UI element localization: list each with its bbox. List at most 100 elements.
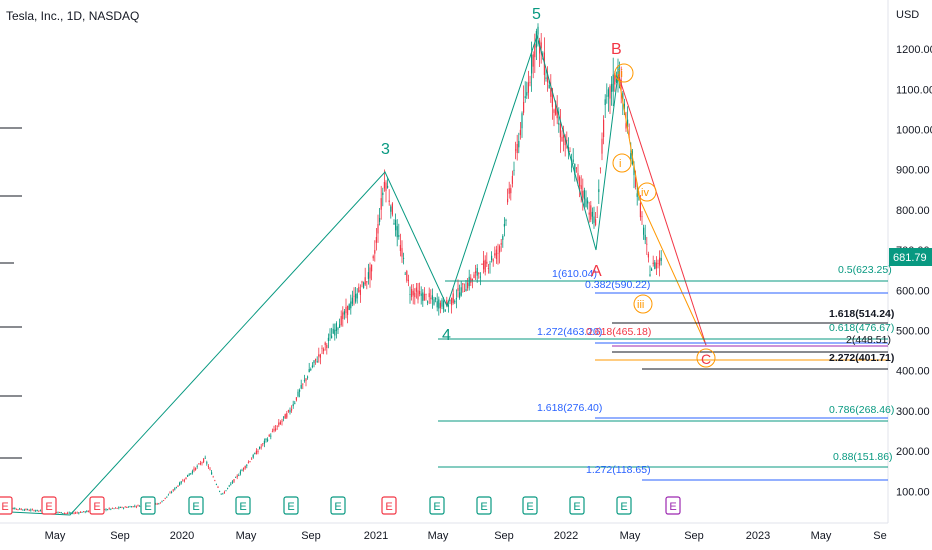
earnings-marker[interactable]: E [89,496,105,515]
candle-body [275,428,277,431]
candle-body [238,475,240,477]
fib-label-0786: 0.786(268.46) [829,404,894,416]
candle-body [12,508,14,510]
candle-body [627,119,629,127]
wave-labels: 3 4 5 A B C ii i iv iii [381,6,716,368]
candle-body [515,149,517,151]
candle-body [558,122,560,125]
current-price-badge: 681.79 [889,248,932,266]
candle-body [534,43,536,58]
candle-body [254,453,256,454]
candle-body [617,65,619,76]
candle-body [550,87,552,97]
time-tick: 2022 [554,530,578,542]
wave-label-iv-circle: iv [637,182,657,202]
candle-body [233,479,235,482]
candle-body [574,163,576,175]
fib-label-2: 2(448.51) [846,334,891,346]
candle-body [644,234,646,241]
candle-body [519,129,521,136]
candle-body [303,380,305,382]
candle-body [569,151,571,153]
candle-body [155,503,157,505]
fib-label-088: 0.88(151.86) [833,451,893,463]
candle-body [339,324,341,328]
candle-body [428,293,430,298]
candle-body [187,474,189,477]
candle-body [316,361,318,363]
earnings-marker[interactable]: E [41,496,57,515]
candle-body [625,123,627,129]
candle-body [559,123,561,138]
earnings-marker[interactable]: E [429,496,445,515]
candle-body [654,262,656,269]
candle-body [404,273,406,275]
candle-body [279,422,281,425]
candle-body [83,511,85,512]
earnings-marker[interactable]: E [140,496,156,515]
price-axis: USD 1200.001100.001000.00900.00800.00700… [896,9,932,498]
candle-body [577,173,579,181]
candle-body [422,292,424,301]
earnings-marker-label: E [1,501,8,513]
candle-body [556,108,558,119]
candle-body [129,506,131,508]
candle-body [347,305,349,315]
candle-body [209,468,211,470]
impulse-wave-line [9,34,619,516]
candle-body [62,513,64,514]
candle-body [299,390,301,392]
price-tick: 1200.00 [896,44,932,56]
candle-body [329,334,331,336]
candle-body [475,271,477,274]
candle-body [659,257,661,266]
candle-body [79,511,81,513]
candle-body [396,226,398,238]
candle-body [219,490,221,492]
candle-body [435,298,437,300]
candle-body [641,215,643,217]
candle-body [326,344,328,348]
candle-body [286,413,288,418]
candle-body [204,457,206,459]
earnings-marker[interactable]: E [330,496,346,515]
candle-body [622,93,624,100]
earnings-marker[interactable]: E [616,496,632,515]
svg-text:iii: iii [637,299,644,311]
svg-text:i: i [619,158,621,170]
candle-body [127,506,129,508]
candle-body [111,507,113,509]
candle-body [356,293,358,299]
earnings-marker[interactable]: E [665,496,681,515]
candle-body [540,42,542,49]
candle-body [639,203,641,218]
candle-body [212,476,214,478]
earnings-marker[interactable]: E [188,496,204,515]
earnings-marker[interactable]: E [522,496,538,515]
earnings-marker[interactable]: E [283,496,299,515]
earnings-marker[interactable]: E [381,496,397,515]
candle-body [276,425,278,427]
candle-body [596,217,598,218]
candle-body [206,462,208,464]
candle-body [247,462,249,464]
earnings-marker[interactable]: E [235,496,251,515]
candle-body [310,369,312,371]
candle-body [582,190,584,198]
price-tick: 900.00 [896,165,930,177]
candle-body [611,83,613,92]
earnings-marker[interactable]: E [0,496,13,515]
candle-body [31,509,33,511]
candle-body [431,295,433,300]
candle-body [260,446,262,448]
fib-labels: 1(610.04) 0.382(590.22) 0.5(623.25) 1.61… [537,264,894,476]
earnings-marker[interactable]: E [476,496,492,515]
candle-body [76,512,78,514]
candle-body [113,508,115,510]
earnings-marker[interactable]: E [569,496,585,515]
candle-body [529,81,531,83]
candle-body [379,217,381,222]
candle-body [375,237,377,243]
